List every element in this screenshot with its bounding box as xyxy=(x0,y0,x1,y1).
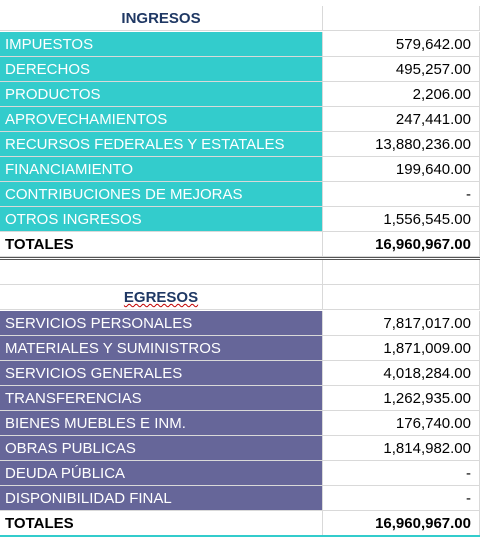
row-label: SERVICIOS GENERALES xyxy=(0,361,323,386)
total-label: TOTALES xyxy=(0,511,323,536)
total-value: 16,960,967.00 xyxy=(323,232,480,257)
row-label: DEUDA PÚBLICA xyxy=(0,461,323,486)
row-value: - xyxy=(323,461,480,486)
row-label: RECURSOS FEDERALES Y ESTATALES xyxy=(0,132,323,157)
empty-cell xyxy=(323,260,480,285)
row-value: 1,814,982.00 xyxy=(323,436,480,461)
row-value: 1,556,545.00 xyxy=(323,207,480,232)
total-label: TOTALES xyxy=(0,232,323,257)
empty-cell xyxy=(323,285,480,310)
row-label: DERECHOS xyxy=(0,57,323,82)
row-value: 176,740.00 xyxy=(323,411,480,436)
section-title: INGRESOS xyxy=(0,6,323,31)
row-label: OBRAS PUBLICAS xyxy=(0,436,323,461)
empty-cell xyxy=(0,260,323,285)
row-value: - xyxy=(323,486,480,511)
row-value: 247,441.00 xyxy=(323,107,480,132)
row-value: 1,262,935.00 xyxy=(323,386,480,411)
row-value: 4,018,284.00 xyxy=(323,361,480,386)
empty-cell xyxy=(323,6,480,31)
row-label: IMPUESTOS xyxy=(0,32,323,57)
row-label: PRODUCTOS xyxy=(0,82,323,107)
row-label: TRANSFERENCIAS xyxy=(0,386,323,411)
row-label: DISPONIBILIDAD FINAL xyxy=(0,486,323,511)
row-label: CONTRIBUCIONES DE MEJORAS xyxy=(0,182,323,207)
row-value: 495,257.00 xyxy=(323,57,480,82)
row-value: 13,880,236.00 xyxy=(323,132,480,157)
row-value: 2,206.00 xyxy=(323,82,480,107)
row-label: BIENES MUEBLES E INM. xyxy=(0,411,323,436)
row-label: APROVECHAMIENTOS xyxy=(0,107,323,132)
row-label: MATERIALES Y SUMINISTROS xyxy=(0,336,323,361)
row-label: SERVICIOS PERSONALES xyxy=(0,311,323,336)
row-value: - xyxy=(323,182,480,207)
row-value: 7,817,017.00 xyxy=(323,311,480,336)
row-value: 579,642.00 xyxy=(323,32,480,57)
section-title: EGRESOS xyxy=(0,285,323,310)
row-label: OTROS INGRESOS xyxy=(0,207,323,232)
row-label: FINANCIAMIENTO xyxy=(0,157,323,182)
double-border xyxy=(0,257,480,260)
row-value: 1,871,009.00 xyxy=(323,336,480,361)
row-value: 199,640.00 xyxy=(323,157,480,182)
bottom-border xyxy=(0,535,480,537)
total-value: 16,960,967.00 xyxy=(323,511,480,536)
